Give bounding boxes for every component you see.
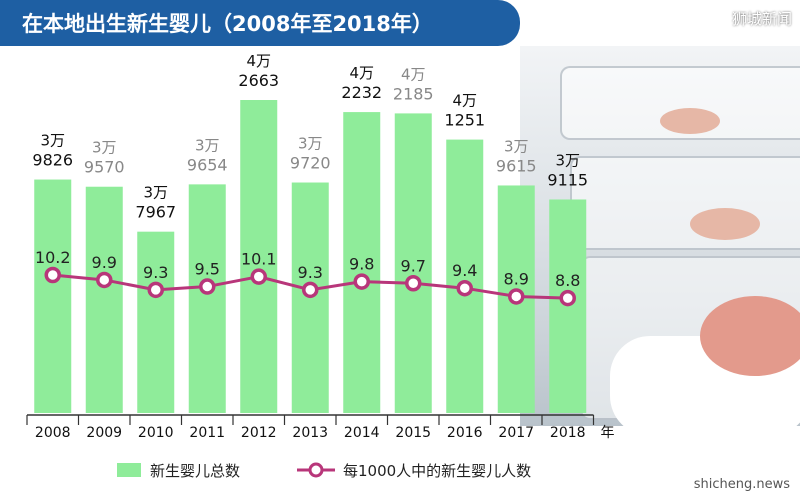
bar-value-label: 3万: [504, 137, 529, 155]
legend-swatch-bar: [117, 463, 141, 477]
line-value-label: 9.8: [349, 255, 374, 274]
bar-value-label: 4万: [452, 92, 477, 110]
bar-value-label: 9720: [290, 154, 331, 173]
bar-value-label: 3万: [143, 184, 168, 202]
line-point: [559, 289, 576, 307]
line-value-label: 9.3: [298, 263, 323, 282]
bar: [188, 184, 226, 413]
bar-value-label: 9826: [32, 151, 73, 170]
x-tick-label: 2014: [344, 425, 380, 441]
bar: [394, 113, 432, 413]
bar-value-label: 9570: [84, 158, 125, 177]
bar-value-label: 3万: [92, 139, 117, 157]
line-value-label: 10.1: [241, 250, 277, 269]
line-point: [456, 279, 473, 297]
legend-swatch-point: [308, 462, 324, 478]
line-point: [405, 275, 422, 292]
line-value-label: 10.2: [35, 248, 71, 267]
x-tick-label: 2015: [395, 425, 431, 441]
legend-label: 新生婴儿总数: [150, 462, 240, 480]
line-point: [44, 266, 61, 284]
bar-value-label: 4万: [401, 65, 426, 83]
line-value-label: 9.5: [195, 260, 220, 279]
x-tick-label: 2012: [241, 425, 277, 441]
bar: [446, 139, 484, 413]
watermark: shicheng.news: [693, 477, 790, 492]
bar-value-label: 1251: [444, 111, 485, 130]
x-tick-label: 2011: [189, 425, 225, 441]
baby-shape: [700, 296, 800, 376]
line-value-label: 8.8: [555, 271, 580, 290]
bar: [137, 231, 175, 413]
source-label: 狮城新闻: [731, 10, 792, 28]
bar: [85, 186, 123, 413]
bar-value-label: 9615: [496, 156, 537, 175]
legend-label: 每1000人中的新生婴儿人数: [343, 462, 531, 480]
line-point: [147, 281, 164, 299]
baby-shape: [690, 208, 760, 240]
line-point: [250, 268, 267, 285]
bar-value-label: 4万: [349, 64, 374, 82]
title-banner: 在本地出生新生婴儿（2008年至2018年）: [0, 0, 520, 46]
bar: [240, 100, 278, 413]
line-point: [302, 281, 319, 299]
bar-value-label: 3万: [195, 136, 220, 154]
x-tick-label: 2017: [498, 425, 534, 441]
bar-value-label: 3万: [298, 135, 323, 153]
x-tick-label: 2013: [292, 425, 328, 441]
bar-value-label: 3万: [555, 151, 580, 169]
line-value-label: 9.7: [401, 256, 426, 275]
baby-shape: [660, 108, 720, 134]
bar: [343, 112, 381, 413]
line-point: [199, 278, 216, 295]
line-point: [508, 288, 525, 305]
line-point: [353, 273, 370, 290]
line-value-label: 9.4: [452, 261, 477, 280]
line-value-label: 8.9: [504, 269, 529, 288]
chart-title: 在本地出生新生婴儿（2008年至2018年）: [22, 12, 433, 36]
line-value-label: 9.9: [92, 253, 117, 272]
x-tick-label: 2018: [550, 425, 586, 441]
bar-value-label: 2232: [341, 83, 382, 102]
bar-value-label: 9654: [187, 155, 228, 174]
x-tick-label: 2010: [138, 425, 174, 441]
line-point: [96, 271, 113, 289]
bar: [34, 179, 72, 413]
bar-value-label: 7967: [135, 203, 176, 222]
bar-value-label: 9115: [547, 170, 588, 189]
x-tick-label: 2016: [447, 425, 483, 441]
bar-value-label: 2663: [238, 71, 279, 90]
bar-value-label: 2185: [393, 84, 434, 103]
x-tick-label: 2008: [35, 425, 71, 441]
x-axis-unit: 年: [601, 425, 615, 441]
x-tick-label: 2009: [86, 425, 122, 441]
line-value-label: 9.3: [143, 263, 168, 282]
bar-value-label: 3万: [40, 132, 65, 150]
bar-value-label: 4万: [246, 52, 271, 70]
